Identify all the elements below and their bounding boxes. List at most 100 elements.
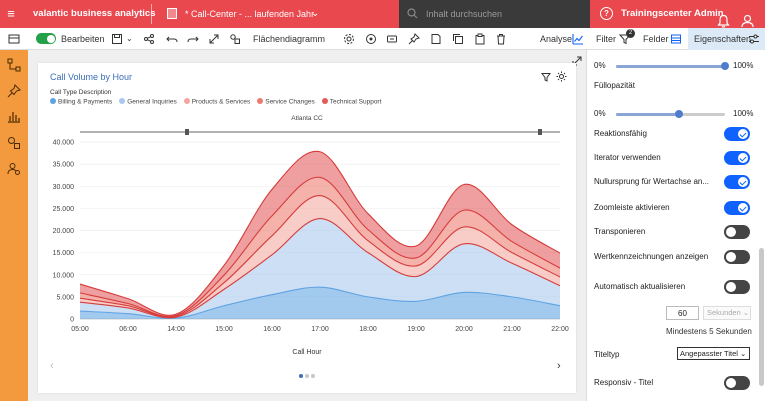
user-settings-icon[interactable] (7, 162, 21, 176)
toggle-label: Automatisch aktualisieren (594, 282, 686, 291)
responsive-title-row: Responsiv - Titel (587, 374, 765, 392)
user-icon[interactable] (741, 7, 754, 35)
title-type-select[interactable]: Angepasster Titel ⌄ (677, 347, 750, 360)
document-title[interactable]: * Call-Center - ... laufenden Jahr (185, 9, 315, 19)
panel-toggle-icon[interactable] (8, 33, 20, 45)
toggle-switch[interactable] (724, 280, 750, 294)
pager-dot[interactable] (311, 374, 315, 378)
x-tick-label: 15:00 (215, 326, 233, 333)
shapes-icon[interactable] (7, 136, 21, 150)
pager-dot[interactable] (305, 374, 309, 378)
slider-handle[interactable] (675, 110, 684, 118)
chevron-down-icon[interactable]: ⌄ (311, 8, 320, 19)
analyse-chart-icon[interactable] (572, 33, 584, 45)
widget-filter-icon[interactable] (541, 72, 551, 82)
legend-item[interactable]: Technical Support (321, 98, 381, 106)
panel-scrollbar[interactable] (759, 248, 764, 386)
toggle-switch[interactable] (724, 201, 750, 215)
visualization-icon[interactable] (229, 33, 241, 45)
x-tick-label: 19:00 (407, 326, 425, 333)
next-page-arrow-icon[interactable]: › (557, 360, 561, 372)
legend-swatch (119, 98, 126, 104)
analyse-button[interactable]: Analyse (540, 34, 573, 44)
opacity-slider-top[interactable] (616, 62, 729, 70)
undo-icon[interactable] (166, 33, 178, 45)
toggle-knob (726, 282, 736, 292)
slider-handle[interactable] (721, 62, 729, 70)
toggle-switch[interactable] (724, 151, 750, 165)
gear-icon[interactable] (556, 71, 567, 82)
x-tick-label: 14:00 (167, 326, 185, 333)
share-icon[interactable] (143, 33, 155, 45)
x-tick-label: 17:00 (311, 326, 329, 333)
properties-button[interactable]: Eigenschaften (694, 34, 752, 44)
drill-icon[interactable] (365, 33, 377, 45)
fields-table-icon[interactable] (670, 33, 682, 45)
toggle-label: Transponieren (594, 227, 646, 236)
help-icon[interactable]: ? (600, 7, 613, 20)
hierarchy-icon[interactable] (7, 58, 21, 72)
carousel-pager[interactable] (38, 365, 576, 383)
data-icon[interactable] (386, 33, 398, 45)
edit-mode-toggle[interactable] (36, 33, 56, 44)
title-type-value: Angepasster Titel (680, 349, 738, 358)
legend-item[interactable]: Billing & Payments (50, 98, 112, 106)
settings-icon[interactable] (343, 33, 355, 45)
search-icon[interactable] (407, 8, 418, 19)
fill-opacity-slider[interactable] (616, 110, 725, 118)
copy-icon[interactable] (452, 33, 464, 45)
chart-widget[interactable]: Call Volume by Hour Call Type Descriptio… (38, 63, 576, 393)
paste-icon[interactable] (474, 33, 486, 45)
y-tick-label: 0 (70, 317, 74, 324)
y-tick-label: 25.000 (53, 206, 75, 213)
user-name[interactable]: Trainingscenter Admin (621, 8, 724, 19)
series-line (79, 218, 561, 319)
toggle-label: Nullursprung für Wertachse an... (594, 177, 710, 186)
hamburger-menu-icon[interactable]: ≡ (7, 6, 15, 21)
expand-icon[interactable] (208, 33, 220, 45)
slider-fill (616, 65, 725, 68)
toggle-switch[interactable] (724, 127, 750, 141)
legend-label: Service Changes (265, 98, 315, 106)
pager-dot[interactable] (299, 374, 303, 378)
area-series (80, 287, 560, 319)
toggle-switch[interactable] (724, 225, 750, 239)
note-icon[interactable] (430, 33, 442, 45)
legend-item[interactable]: Products & Services (183, 98, 251, 106)
save-icon[interactable] (111, 33, 123, 45)
legend-label: Products & Services (191, 98, 251, 106)
slider-min-label: 0% (594, 109, 606, 118)
legend: Billing & Payments General Inquiries Produ… (50, 98, 388, 108)
toggle-knob (738, 129, 748, 139)
fields-button[interactable]: Felder (643, 34, 669, 44)
toggle-switch[interactable] (724, 175, 750, 189)
search-input[interactable] (426, 5, 586, 23)
legend-title: Call Type Description (50, 89, 112, 96)
toggle-label: Wertkennzeichnungen anzeigen (594, 252, 709, 261)
pin-icon[interactable] (7, 84, 21, 98)
redo-icon[interactable] (187, 33, 199, 45)
legend-item[interactable]: Service Changes (257, 98, 315, 106)
refresh-unit-select[interactable]: Sekunden ⌄ (703, 306, 751, 320)
filter-button[interactable]: Filter (596, 34, 616, 44)
legend-item[interactable]: General Inquiries (119, 98, 177, 106)
chart-type-label[interactable]: Flächendiagramm (253, 34, 326, 44)
legend-swatch (257, 98, 264, 104)
slider-min-label: 0% (594, 61, 606, 70)
pin-icon[interactable] (408, 33, 420, 45)
properties-sliders-icon[interactable] (748, 33, 760, 45)
slider-max-label: 100% (733, 61, 754, 70)
responsive-title-toggle[interactable] (724, 376, 750, 390)
save-menu-chevron-icon[interactable]: ⌄ (126, 34, 133, 43)
chart-title[interactable]: Call Volume by Hour (50, 72, 133, 82)
toggle-row: Nullursprung für Wertachse an... (587, 173, 765, 191)
legend-label: Billing & Payments (58, 98, 113, 106)
area-chart[interactable]: 0 5.000 10.000 15.000 20.000 25.000 30.000 35.0… (38, 127, 576, 347)
refresh-interval-input[interactable] (666, 306, 699, 320)
bell-icon[interactable] (717, 7, 730, 35)
toggle-switch[interactable] (724, 250, 750, 264)
bar-chart-icon[interactable] (7, 109, 21, 123)
previous-page-arrow-icon[interactable]: ‹ (50, 360, 54, 372)
app-brand[interactable]: valantic business analytics (33, 8, 156, 19)
delete-icon[interactable] (495, 33, 507, 45)
